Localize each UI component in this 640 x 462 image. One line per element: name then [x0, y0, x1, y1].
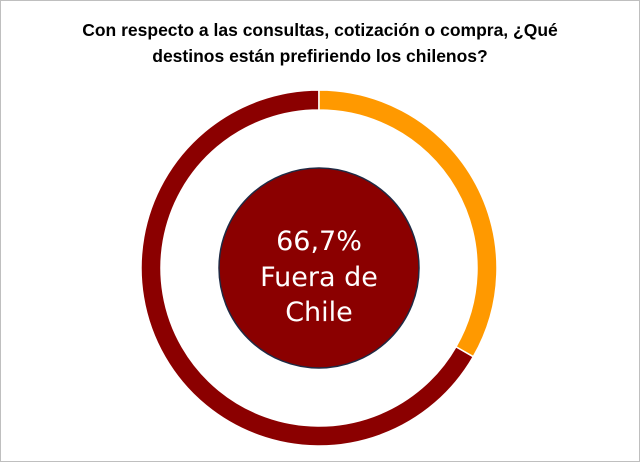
donut-slices [140, 89, 498, 447]
chart-title: Con respecto a las consultas, cotización… [21, 17, 619, 69]
chart-title-line-2: destinos están prefiriendo los chilenos? [152, 46, 488, 66]
center-circle [218, 167, 420, 369]
center-label-line-2: Fuera de [260, 262, 378, 293]
center-label-value: 66,7% [276, 226, 362, 257]
center-label-line-3: Chile [285, 297, 353, 328]
donut-slice-2 [318, 89, 498, 358]
chart-title-line-1: Con respecto a las consultas, cotización… [82, 20, 558, 40]
